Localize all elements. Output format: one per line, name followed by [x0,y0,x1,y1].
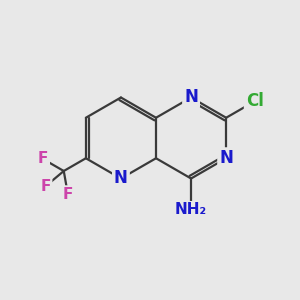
Text: F: F [63,187,73,202]
Text: N: N [219,149,233,167]
Text: N: N [114,169,128,188]
Text: Cl: Cl [246,92,264,110]
Text: NH₂: NH₂ [175,202,207,217]
Text: F: F [40,179,51,194]
Text: N: N [184,88,198,106]
Text: F: F [38,152,48,166]
